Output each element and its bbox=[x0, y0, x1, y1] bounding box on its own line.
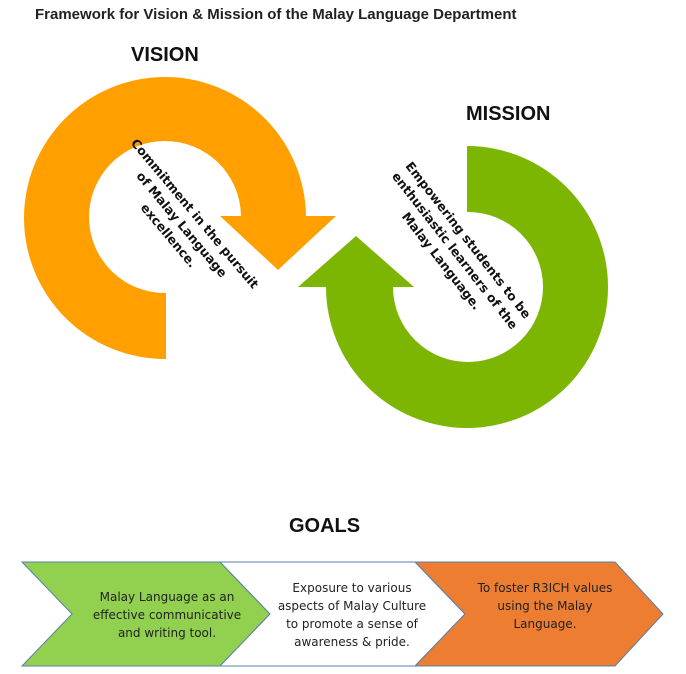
page-title: Framework for Vision & Mission of the Ma… bbox=[35, 6, 517, 23]
goal-2-text: Exposure to various aspects of Malay Cul… bbox=[262, 579, 442, 651]
goal-3-line-3: Language. bbox=[513, 617, 577, 631]
goal-chevron-3 bbox=[413, 561, 664, 667]
vision-heading: VISION bbox=[131, 44, 199, 66]
mission-heading: MISSION bbox=[466, 103, 551, 125]
goal-3-line-2: using the Malay bbox=[497, 599, 593, 613]
goal-3-text: To foster R3ICH values using the Malay L… bbox=[455, 579, 635, 633]
goal-3-line-1: To foster R3ICH values bbox=[477, 581, 613, 595]
goals-heading: GOALS bbox=[289, 515, 361, 537]
goal-2-line-4: awareness & pride. bbox=[294, 635, 410, 649]
goal-2-line-2: aspects of Malay Culture bbox=[277, 599, 427, 613]
goal-2-line-3: to promote a sense of bbox=[286, 617, 418, 631]
goal-1-line-1: Malay Language as an bbox=[99, 590, 235, 604]
goal-2-line-1: Exposure to various bbox=[292, 581, 412, 595]
goal-1-text: Malay Language as an effective communica… bbox=[82, 588, 252, 642]
goal-1-line-3: and writing tool. bbox=[117, 626, 217, 640]
vision-arrow-icon bbox=[24, 77, 337, 360]
mission-arrow-icon bbox=[298, 146, 608, 428]
goal-1-line-2: effective communicative bbox=[92, 608, 242, 622]
